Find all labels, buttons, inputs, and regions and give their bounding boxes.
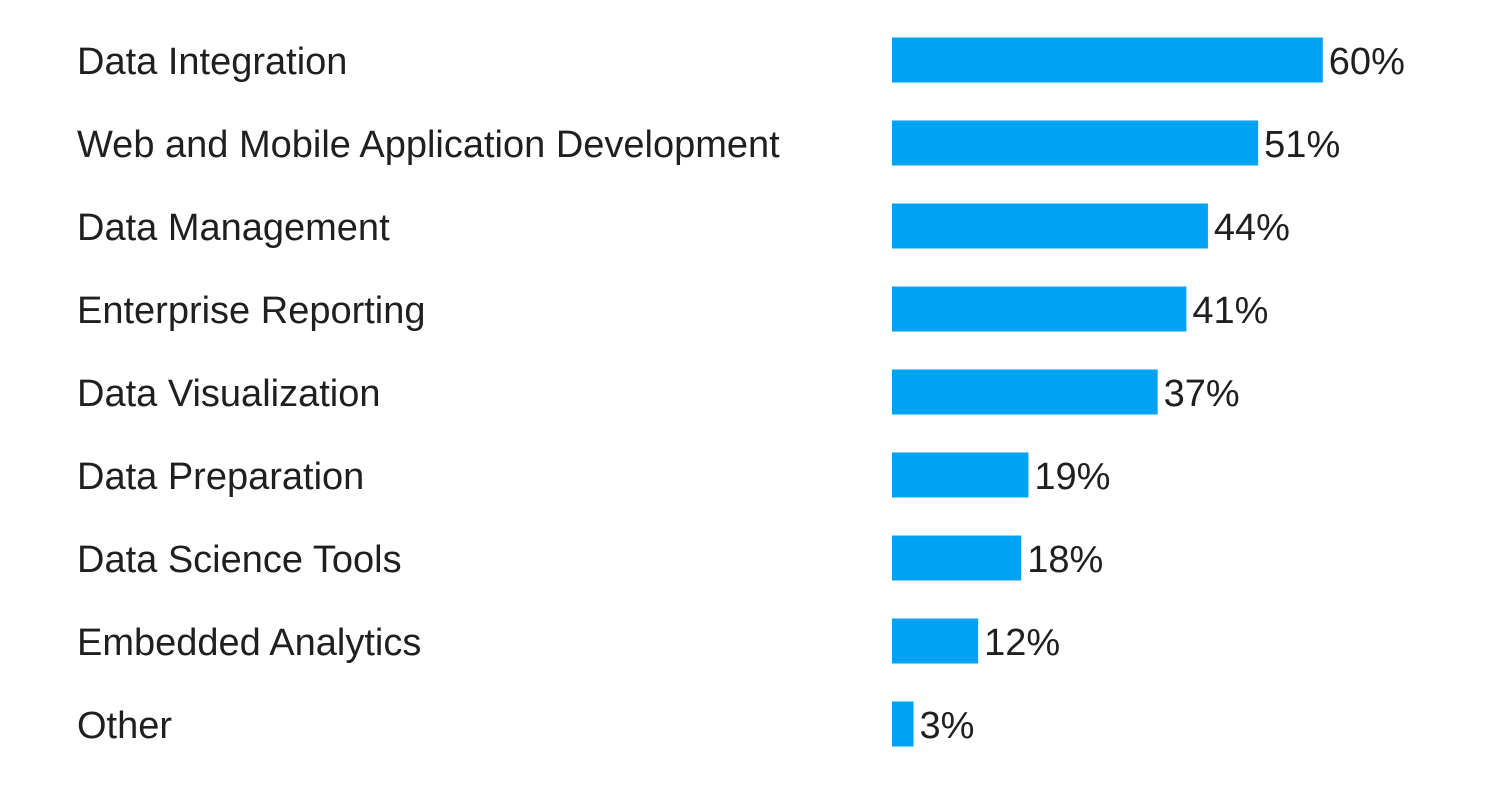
bar: [892, 203, 1208, 249]
value-labels: 60% 51% 44% 41% 37% 19% 18% 12%3%: [920, 41, 1405, 747]
bar: [892, 535, 1022, 581]
value-label: 18%: [1027, 539, 1103, 581]
category-label: Embedded Analytics: [77, 622, 421, 664]
category-label: Data Visualization: [77, 373, 380, 415]
value-label: 60%: [1329, 41, 1405, 83]
category-label: Data Integration: [77, 41, 347, 83]
category-label: Web and Mobile Application Development: [77, 124, 780, 166]
bar: [892, 120, 1259, 166]
bar: [892, 452, 1029, 498]
value-label: 12%: [984, 622, 1060, 664]
category-label: Enterprise Reporting: [77, 290, 426, 332]
bars: [892, 37, 1323, 747]
value-label: 44%: [1214, 207, 1290, 249]
category-labels: Data Integration Web and Mobile Applicati…: [77, 41, 780, 747]
value-label: 37%: [1164, 373, 1240, 415]
bar: [892, 37, 1323, 83]
category-label: Data Management: [77, 207, 390, 249]
category-label: Data Science Tools: [77, 539, 402, 581]
bar: [892, 286, 1187, 332]
category-label: Data Preparation: [77, 456, 364, 498]
value-label: 41%: [1192, 290, 1268, 332]
value-label: 19%: [1034, 456, 1110, 498]
bar: [892, 369, 1158, 415]
category-label: Other: [77, 705, 172, 747]
bar: [892, 701, 914, 747]
bar: [892, 618, 979, 664]
value-label: 3%: [920, 705, 975, 747]
value-label: 51%: [1264, 124, 1340, 166]
